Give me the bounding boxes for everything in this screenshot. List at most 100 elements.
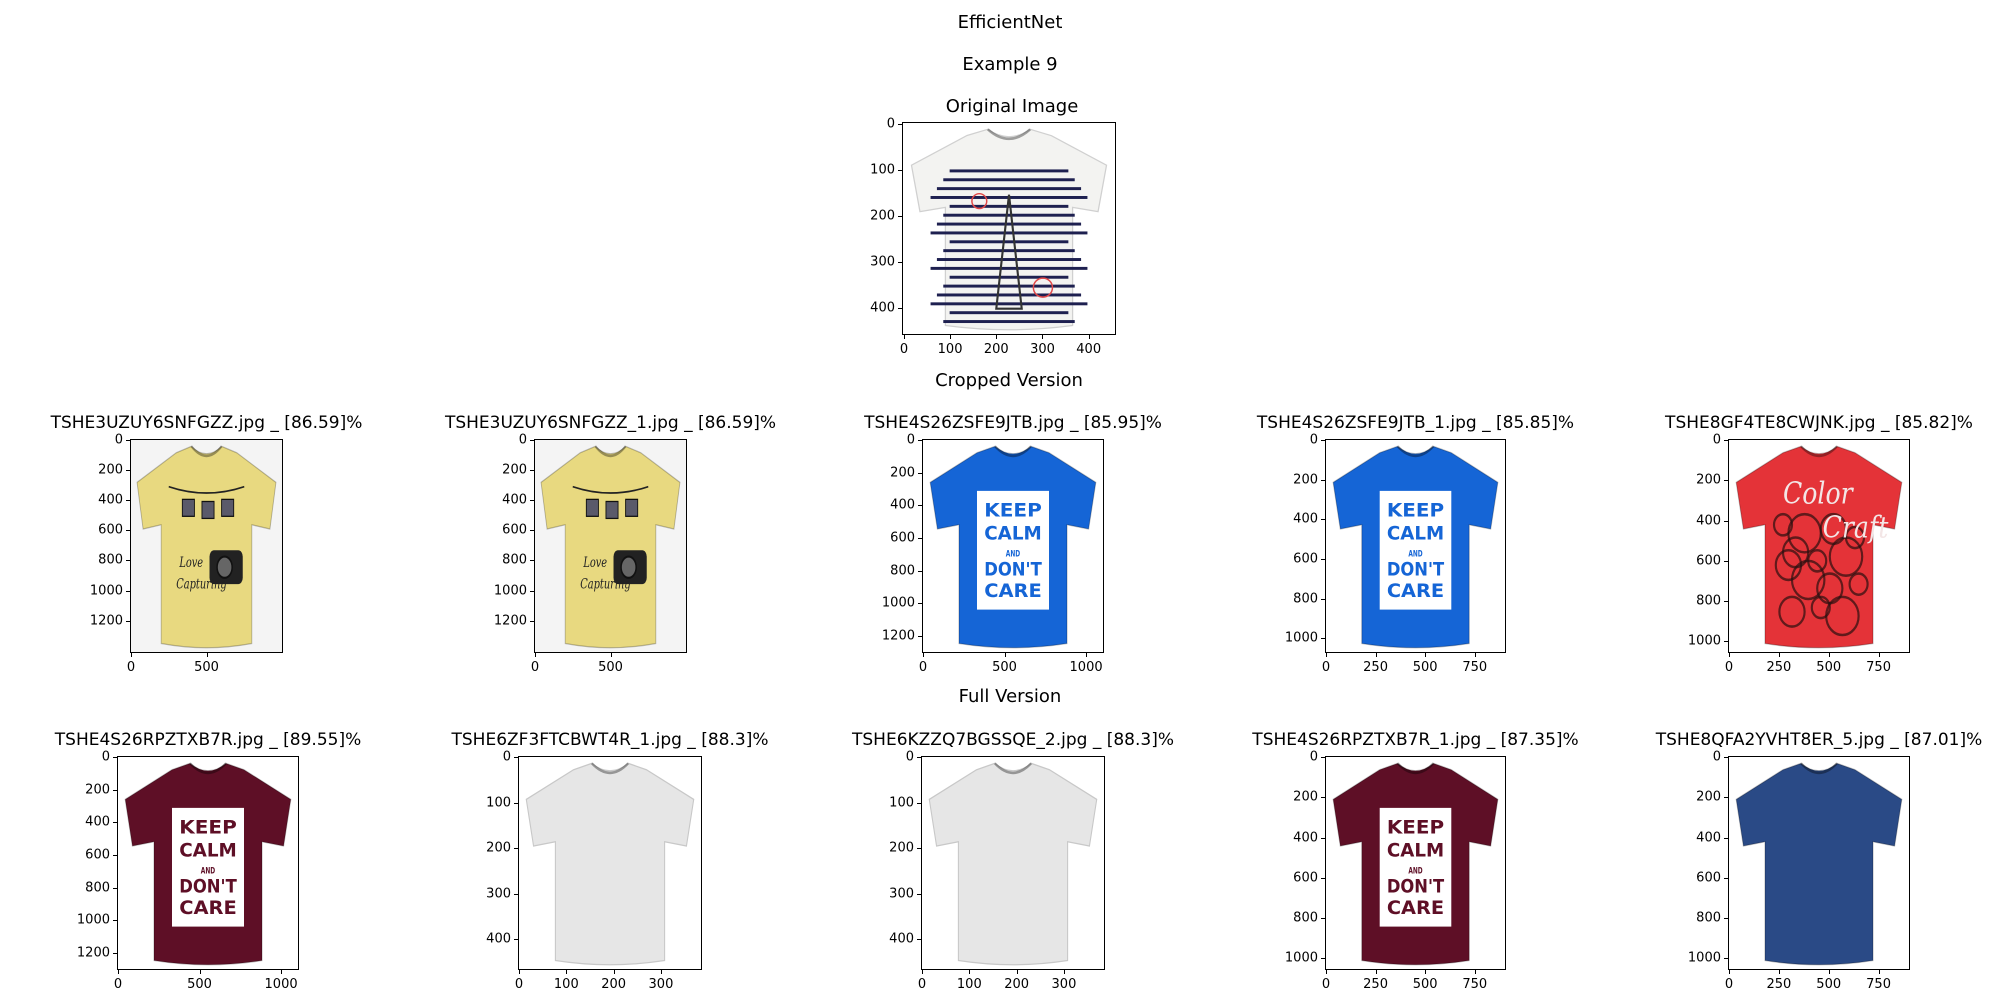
cropped-y-tick — [1321, 479, 1326, 481]
cropped-y-tick-label: 200 — [1696, 472, 1721, 488]
shirt-body — [540, 445, 681, 649]
full-x-tick-label: 0 — [514, 977, 524, 992]
print-text: Love — [582, 555, 607, 571]
print-text: Craft — [1823, 511, 1890, 545]
stripe — [936, 222, 1082, 226]
cropped-y-tick-label: 800 — [502, 552, 527, 568]
full-y-tick — [1321, 757, 1326, 758]
cropped-result-title: TSHE8GF4TE8CWJNK.jpg _ [85.82]% — [1665, 413, 1973, 433]
cropped-y-tick-label: 600 — [890, 530, 915, 546]
stripe — [936, 258, 1082, 261]
full-result-title: TSHE6KZZQ7BGSSQE_2.jpg _ [88.3]% — [852, 730, 1174, 750]
cropped-y-tick — [530, 620, 535, 622]
cropped-y-tick — [126, 500, 131, 502]
print-text: Love — [178, 555, 203, 571]
cropped-x-tick-label: 0 — [530, 660, 540, 675]
full-y-tick-label: 200 — [1293, 789, 1318, 805]
cropped-y-tick — [530, 500, 535, 502]
cropped-result-title: TSHE4S26ZSFE9JTB_1.jpg _ [85.85]% — [1256, 413, 1575, 433]
print-text: AND — [1408, 549, 1423, 559]
cropped-x-tick — [1425, 652, 1427, 657]
cropped-x-tick — [1375, 652, 1377, 657]
original-x-tick-label: 400 — [1076, 342, 1102, 357]
cropped-y-tick — [1321, 440, 1326, 441]
full-x-tick — [1425, 969, 1427, 974]
full-x-tick — [1016, 969, 1018, 974]
cropped-y-tick-label: 600 — [1696, 553, 1721, 569]
cropped-y-tick-label: 0 — [1309, 432, 1318, 448]
cropped-y-tick — [1321, 638, 1326, 640]
original-x-tick-label: 300 — [1030, 342, 1055, 357]
cropped-x-tick-label: 1000 — [1069, 660, 1103, 675]
stripe — [943, 320, 1075, 324]
cropped-y-tick-label: 1000 — [493, 583, 527, 599]
cropped-result-image: Love Capturing — [131, 440, 282, 652]
full-x-tick-label: 300 — [1051, 977, 1077, 992]
original-x-tick — [1088, 334, 1090, 339]
full-y-tick — [113, 757, 118, 758]
cropped-result-panel: Color Craft 0 250 500 750 0 200 400 600 800 1000 — [1688, 433, 1910, 675]
full-x-tick-label: 200 — [1004, 977, 1030, 992]
cropped-y-tick-label: 400 — [502, 492, 527, 508]
full-y-tick-label: 0 — [1712, 749, 1721, 765]
full-y-tick — [917, 893, 922, 895]
print-text: CALM — [1387, 840, 1444, 862]
full-x-tick — [519, 969, 520, 974]
full-y-tick-label: 1000 — [1284, 950, 1318, 966]
full-y-tick — [1321, 918, 1326, 920]
shirt-body — [1735, 762, 1903, 966]
print-text: CALM — [1387, 523, 1444, 545]
cropped-y-tick-label: 400 — [98, 492, 123, 508]
cropped-x-tick — [610, 652, 612, 657]
cropped-x-tick-label: 500 — [1816, 660, 1842, 675]
cropped-y-tick — [126, 470, 131, 472]
cropped-y-tick — [1724, 601, 1729, 603]
full-y-tick-label: 200 — [85, 782, 110, 798]
print-text: DON'T — [179, 877, 237, 899]
cropped-y-tick-label: 400 — [1293, 511, 1318, 527]
full-x-tick-label: 500 — [1412, 977, 1438, 992]
full-y-tick-label: 0 — [101, 749, 110, 765]
cropped-y-tick — [1724, 641, 1729, 643]
stripe — [930, 266, 1088, 270]
cropped-x-tick-label: 500 — [194, 660, 219, 675]
cropped-x-tick — [1729, 652, 1730, 657]
full-y-tick-label: 600 — [1293, 870, 1318, 886]
full-result-panel: 0 250 500 750 0 200 400 600 800 1000 — [1688, 750, 1910, 992]
full-x-tick — [969, 969, 971, 974]
stripe — [930, 231, 1088, 235]
print-text: CALM — [984, 523, 1042, 545]
cropped-result-image: KEEP CALM AND DON'T CARE — [1326, 440, 1505, 652]
full-x-tick-label: 300 — [648, 977, 674, 992]
full-x-tick — [1375, 969, 1377, 974]
original-y-tick — [898, 169, 903, 171]
cropped-y-tick-label: 1000 — [1284, 630, 1318, 646]
print-text: CALM — [179, 840, 237, 862]
print-text: AND — [1006, 549, 1021, 559]
cropped-x-tick-label: 500 — [598, 660, 623, 675]
full-y-tick-label: 0 — [905, 749, 914, 765]
full-result-image — [519, 757, 701, 969]
full-x-tick — [1828, 969, 1830, 974]
cropped-x-tick-label: 0 — [1724, 660, 1734, 675]
cropped-y-tick — [918, 505, 923, 507]
full-x-tick-label: 500 — [187, 977, 212, 992]
cropped-y-tick — [530, 530, 535, 532]
shirt-body — [928, 762, 1098, 966]
full-x-tick — [613, 969, 615, 974]
cropped-y-tick — [1724, 560, 1729, 562]
full-y-tick — [1321, 837, 1326, 839]
cropped-x-tick-label: 750 — [1462, 660, 1488, 675]
stripe — [943, 284, 1075, 288]
full-x-tick — [1729, 969, 1730, 974]
full-x-tick — [1778, 969, 1780, 974]
full-y-tick — [917, 939, 922, 941]
original-x-tick-label: 200 — [983, 342, 1009, 357]
print-text: DON'T — [1387, 876, 1444, 898]
full-y-tick-label: 800 — [85, 880, 110, 896]
cropped-x-tick-label: 500 — [992, 660, 1017, 675]
full-y-tick — [113, 822, 118, 824]
print-text: Color — [1783, 477, 1854, 511]
full-x-tick-label: 0 — [113, 977, 123, 992]
full-x-tick-label: 250 — [1363, 977, 1388, 992]
